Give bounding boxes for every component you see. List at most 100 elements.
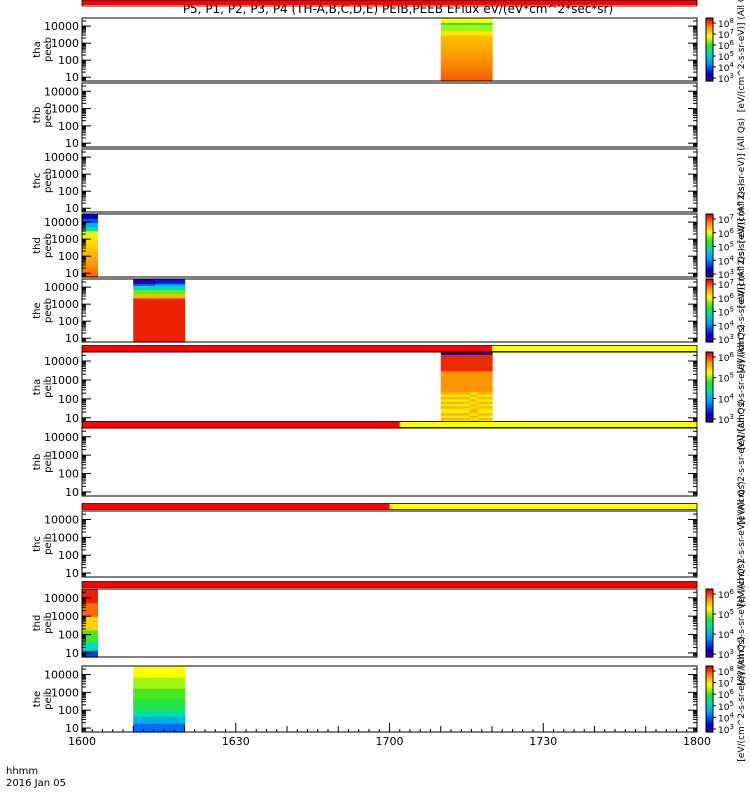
spectrogram-cell [169,716,178,720]
spectrogram-cell [89,222,98,226]
colorbar-cell [706,594,713,597]
spectrogram-cell [448,366,456,369]
spectrogram-cell [155,672,164,676]
spectrogram-cell [147,672,156,676]
spectrogram-cell [448,412,456,416]
colorbar-cell [706,653,713,656]
spectrogram-cell [455,401,464,404]
colorbar-title: [eV/(cm^2-s-sr-eV)] (All Qs) [737,560,747,685]
spectrogram-cell [455,405,464,409]
spectrogram-cell [140,690,149,693]
y-tick-label: 100 [58,315,79,328]
spectrogram-cell [455,39,464,42]
spectrogram-cell [455,26,464,30]
spectrogram-cell [177,677,186,680]
colorbar-cell [706,57,713,60]
colorbar-frame [705,665,714,733]
spectrogram-cell [484,359,493,362]
spectrogram-cell [147,321,156,324]
panel-ylabel: thbpeib [32,451,54,473]
spectrogram-cell [169,703,178,707]
spectrogram-cell [140,699,149,702]
y-tick-label: 10000 [44,431,79,444]
colorbar-cell [706,327,713,330]
spectrogram-cell [155,331,164,335]
colorbar-tick-exponent: 3 [729,333,733,341]
spectrogram-cell [140,297,149,301]
spectrogram-cell [140,312,149,316]
spectrogram-cell [162,685,171,689]
y-tick-label: 10000 [44,281,79,294]
spectrogram-cell [140,674,149,678]
spectrogram-cell [448,417,456,421]
spectrogram-cell [133,681,142,685]
spectrogram-cell [133,712,142,715]
colorbar-cell [706,730,713,733]
colorbar-cell [706,387,713,390]
spectrogram-cell [82,228,91,232]
y-tick-label: 100 [58,54,79,67]
panel-product-label: peeb [43,103,54,128]
spectrogram-cell [448,60,456,63]
spectrogram-cell [470,354,478,358]
colorbar-frame [705,17,714,82]
colorbar-tick-exponent: 3 [729,268,733,276]
spectrogram-cell [462,70,471,74]
spectrogram-cell [169,725,178,729]
spectrogram-cell [89,634,98,638]
colorbar-cell [706,41,713,44]
y-tick-label: 100 [58,629,79,642]
spectrogram-cell [448,57,456,61]
spectrogram-cell [484,51,493,55]
colorbar-tick-exponent: 4 [729,392,734,400]
spectrogram-cell [448,32,456,36]
spectrogram-cell [477,352,486,355]
x-label-date: 2016 Jan 05 [6,778,66,789]
colorbar-cell [706,360,713,364]
colorbar-cell [706,294,713,297]
spectrogram-cell [133,327,142,330]
spectrogram-cell [140,291,149,295]
colorbar-tick-base: 10 [718,64,730,74]
spectrogram-cell [462,361,471,365]
spectrogram-cell [89,239,98,242]
colorbar-frame [705,588,714,658]
spectrogram-cell [82,613,91,617]
colorbar-tick-base: 10 [718,668,730,678]
spectrogram-cell [89,243,98,247]
spectrogram-cell [477,64,486,67]
spectrogram-cell [477,74,486,78]
spectrogram-cell [484,401,493,404]
spectrogram-cell [89,593,98,597]
spectrogram-cell [162,729,171,733]
y-tick-label: 10 [65,202,79,215]
spectrogram-cell [133,279,142,282]
spectrogram-cell [82,232,91,236]
spectrogram-cell [448,72,456,76]
colorbar-cell [706,335,713,338]
spectrogram-cell [455,359,464,362]
spectrogram-cell [140,707,149,711]
panel-ylabel: thcpeeb [32,168,54,193]
spectrogram-cell [82,593,91,597]
spectrogram-cell [162,703,171,707]
spectrogram-cell [155,304,164,307]
colorbar-cell [706,408,713,411]
spectrogram-cell [133,690,142,693]
spectrogram-cell [140,295,149,299]
colorbar-cell [706,321,713,324]
spectrogram-cell [89,249,98,253]
spectrogram-cell [462,377,471,381]
spectrogram-cell [89,245,98,249]
colorbar-cell [706,239,713,242]
colorbar-cell [706,352,713,355]
spectrogram-cell [82,654,91,658]
spectrogram-cell [177,323,186,326]
spectrogram-cell [162,727,171,731]
spectrogram-cell [140,683,149,687]
colorbar-frame [705,351,714,423]
spectrogram-cell [140,668,149,671]
spectrogram-cell [89,274,98,278]
spectrogram-cell [89,643,98,647]
